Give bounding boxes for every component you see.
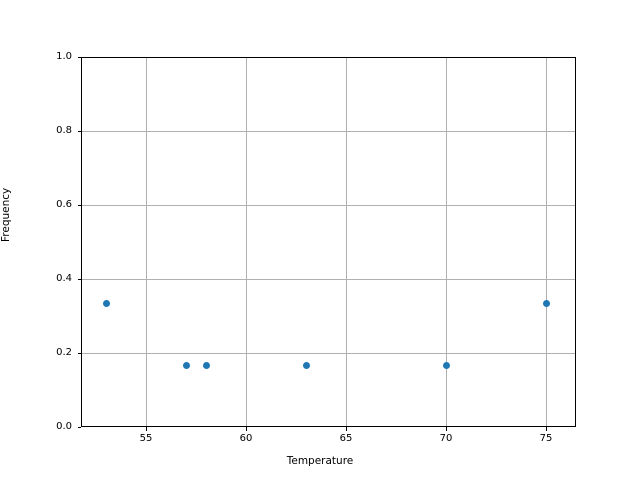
x-axis-label: Temperature bbox=[286, 455, 354, 467]
y-tick-mark bbox=[77, 57, 81, 58]
scatter-point bbox=[302, 361, 310, 369]
y-tick-label: 0.4 bbox=[56, 273, 72, 284]
y-tick-mark bbox=[77, 427, 81, 428]
x-tick-mark bbox=[346, 427, 347, 431]
x-tick-mark bbox=[446, 427, 447, 431]
y-tick-label: 0.6 bbox=[56, 199, 72, 210]
x-tick-label: 70 bbox=[439, 433, 453, 444]
x-tick-mark bbox=[246, 427, 247, 431]
y-tick-mark bbox=[77, 353, 81, 354]
y-axis-label: Frequency bbox=[0, 187, 12, 242]
x-tick-label: 75 bbox=[539, 433, 553, 444]
y-tick-label: 0.8 bbox=[56, 125, 72, 136]
scatter-point bbox=[102, 300, 110, 308]
scatter-point bbox=[442, 361, 450, 369]
scatter-point bbox=[202, 361, 210, 369]
scatter-point bbox=[542, 300, 550, 308]
gridline-vertical bbox=[246, 57, 247, 427]
x-tick-label: 65 bbox=[339, 433, 353, 444]
x-tick-mark bbox=[546, 427, 547, 431]
gridline-horizontal bbox=[81, 353, 576, 354]
y-tick-label: 1.0 bbox=[56, 51, 72, 62]
x-tick-label: 60 bbox=[239, 433, 253, 444]
scatter-point bbox=[182, 361, 190, 369]
gridline-horizontal bbox=[81, 131, 576, 132]
gridline-horizontal bbox=[81, 205, 576, 206]
x-tick-label: 55 bbox=[139, 433, 153, 444]
y-tick-mark bbox=[77, 279, 81, 280]
y-tick-label: 0.2 bbox=[56, 347, 72, 358]
y-tick-mark bbox=[77, 205, 81, 206]
gridline-horizontal bbox=[81, 279, 576, 280]
gridline-vertical bbox=[346, 57, 347, 427]
gridline-vertical bbox=[546, 57, 547, 427]
y-tick-mark bbox=[77, 131, 81, 132]
axes-frame bbox=[81, 57, 576, 427]
gridline-vertical bbox=[146, 57, 147, 427]
y-tick-label: 0.0 bbox=[56, 421, 72, 432]
plot-area bbox=[81, 57, 576, 427]
gridline-vertical bbox=[446, 57, 447, 427]
x-tick-mark bbox=[146, 427, 147, 431]
